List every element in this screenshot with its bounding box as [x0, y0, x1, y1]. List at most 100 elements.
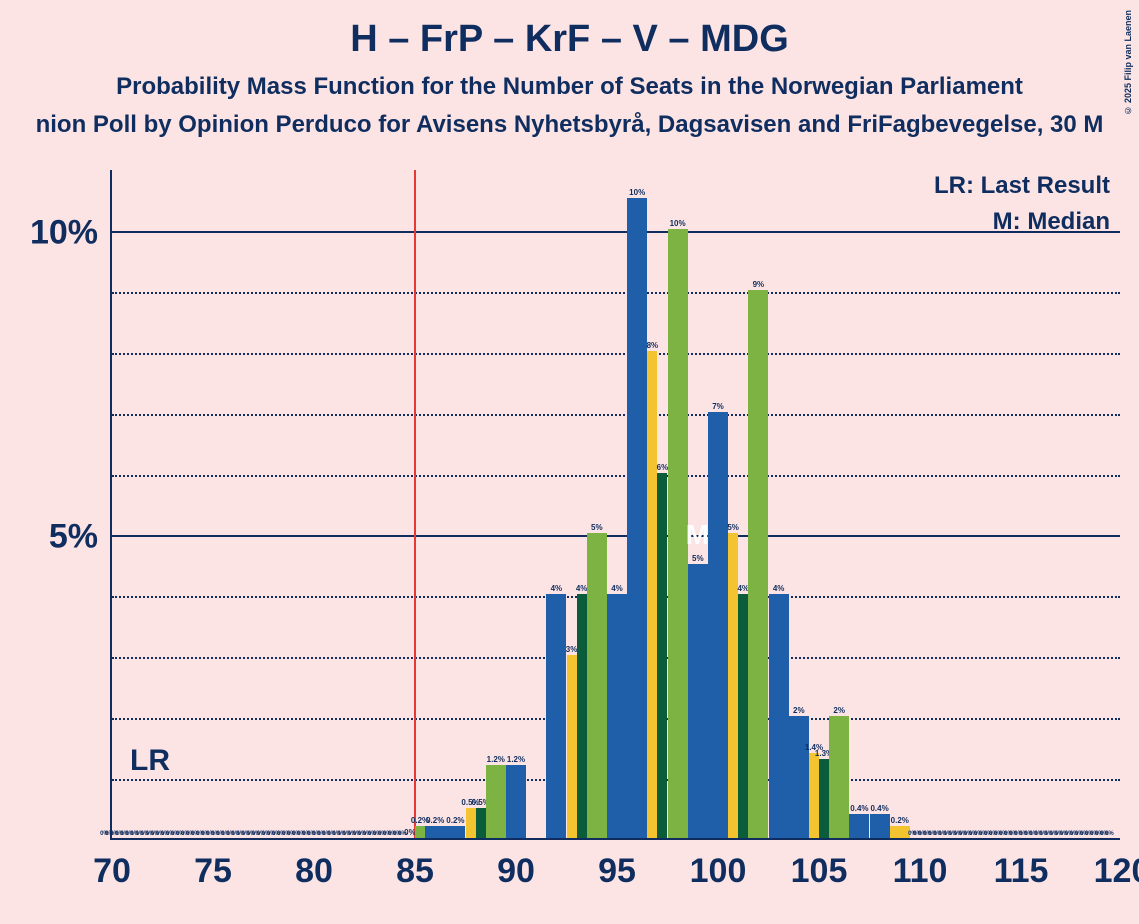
- gridline-minor: [112, 475, 1120, 477]
- bar-value-label: 9%: [753, 280, 765, 290]
- lr-marker: LR: [130, 744, 170, 778]
- bar-group: 2%: [789, 716, 809, 838]
- bar-value-label: 4%: [737, 584, 749, 594]
- bar-group: 10%: [668, 229, 688, 838]
- bar-group: 0.2%: [890, 826, 910, 838]
- bar: 0.4%: [870, 814, 890, 838]
- gridline-minor: [112, 353, 1120, 355]
- copyright-text: © 2025 Filip van Laenen: [1123, 10, 1133, 116]
- bar-value-label: 6%: [657, 463, 669, 473]
- bar-value-label: 0.4%: [850, 804, 868, 814]
- x-axis-label: 95: [598, 838, 636, 891]
- bar: 3%: [567, 655, 577, 838]
- bar-group: 1.2%: [486, 765, 506, 838]
- bar: 8%: [647, 351, 657, 838]
- bar-value-label: 7%: [712, 402, 724, 412]
- x-axis-label: 80: [295, 838, 333, 891]
- bar-group: 1.2%: [506, 765, 526, 838]
- chart-title-sub2: nion Poll by Opinion Perduco for Avisens…: [0, 101, 1139, 139]
- x-axis-label: 90: [497, 838, 535, 891]
- bar: 5%: [688, 564, 708, 838]
- bar: 4%: [738, 594, 748, 838]
- bar-value-label: 8%: [647, 341, 659, 351]
- bar-value-label: 0.2%: [426, 816, 444, 826]
- bar-group: 4%: [607, 594, 627, 838]
- bar-group: 5%4%: [728, 533, 748, 838]
- bar-group: 10%: [627, 198, 647, 838]
- bar-value-label: 1.2%: [507, 755, 525, 765]
- bar: 5%: [587, 533, 607, 838]
- bar: 1.2%: [506, 765, 526, 838]
- bar-value-label: 2%: [793, 706, 805, 716]
- bar-group: 4%: [546, 594, 566, 838]
- y-axis-label: 5%: [49, 518, 112, 557]
- bar-group: 7%: [708, 412, 728, 838]
- bar: 4%: [577, 594, 587, 838]
- x-axis-label: 110: [893, 838, 948, 891]
- x-axis-label: 105: [791, 838, 848, 891]
- bar: 10%: [668, 229, 688, 838]
- bar-value-label: 0%: [404, 828, 416, 838]
- bar: 1.3%: [819, 759, 829, 838]
- bar: 1.2%: [486, 765, 506, 838]
- bar: 4%: [546, 594, 566, 838]
- x-axis-label: 75: [194, 838, 232, 891]
- bar-value-label: 0.2%: [891, 816, 909, 826]
- bar: 7%: [708, 412, 728, 838]
- bar: 4%: [607, 594, 627, 838]
- bar: 0.2%: [415, 826, 425, 838]
- bar: 2%: [789, 716, 809, 838]
- gridline-major: 10%: [112, 231, 1120, 233]
- gridline-minor: [112, 414, 1120, 416]
- chart-title-main: H – FrP – KrF – V – MDG: [0, 0, 1139, 61]
- bar-group: 2%: [829, 716, 849, 838]
- bar-group: 3%4%: [567, 594, 587, 838]
- bar-value-label: 5%: [692, 554, 704, 564]
- bar-value-label: 4%: [576, 584, 588, 594]
- x-axis-label: 100: [690, 838, 747, 891]
- x-axis-label: 115: [994, 838, 1049, 891]
- bar-value-label: 0.2%: [446, 816, 464, 826]
- bar: 10%: [627, 198, 647, 838]
- bar-group: 0.4%: [849, 814, 869, 838]
- bar: 0.2%: [445, 826, 465, 838]
- bar-value-label: 4%: [773, 584, 785, 594]
- bar-group: 0.2%: [445, 826, 465, 838]
- bar-group: 0.5%0.5%: [466, 808, 486, 838]
- bar-value-label: 4%: [551, 584, 563, 594]
- bar: 0.5%: [466, 808, 476, 838]
- x-axis-label: 120: [1094, 838, 1139, 891]
- bar-group: 0%0.2%: [405, 826, 425, 838]
- bar-value-label: 3%: [566, 645, 578, 655]
- bar: 2%: [829, 716, 849, 838]
- x-axis-label: 85: [396, 838, 434, 891]
- bar-value-label: 0.4%: [870, 804, 888, 814]
- bar-value-label: 10%: [670, 219, 686, 229]
- bar: 6%: [657, 473, 667, 838]
- bar-value-label: 0%: [1105, 831, 1114, 838]
- bar-group: 1.4%1.3%: [809, 753, 829, 838]
- bar: 0.2%: [425, 826, 445, 838]
- y-axis-label: 10%: [30, 213, 112, 252]
- bar-value-label: 5%: [591, 523, 603, 533]
- bar-group: 8%6%: [647, 351, 667, 838]
- bar-value-label: 10%: [629, 188, 645, 198]
- bar-group: 5%: [688, 564, 708, 838]
- bar: 0.5%: [476, 808, 486, 838]
- median-marker: M: [686, 519, 709, 551]
- bar-value-label: 4%: [611, 584, 623, 594]
- gridline-minor: [112, 292, 1120, 294]
- chart-title-sub1: Probability Mass Function for the Number…: [0, 61, 1139, 101]
- bar-group: 0.2%: [425, 826, 445, 838]
- bar: 0.4%: [849, 814, 869, 838]
- x-axis-label: 70: [93, 838, 131, 891]
- bar: 5%: [728, 533, 738, 838]
- chart-plot-area: LR: Last Result M: Median LR 5%10%707580…: [110, 170, 1120, 840]
- lr-vertical-line: [414, 170, 416, 838]
- legend-lr: LR: Last Result: [934, 172, 1110, 200]
- bar-group: 4%: [769, 594, 789, 838]
- bar-group: 0.4%: [870, 814, 890, 838]
- bar-value-label: 2%: [833, 706, 845, 716]
- bar-value-label: 1.2%: [487, 755, 505, 765]
- bar-group: 5%: [587, 533, 607, 838]
